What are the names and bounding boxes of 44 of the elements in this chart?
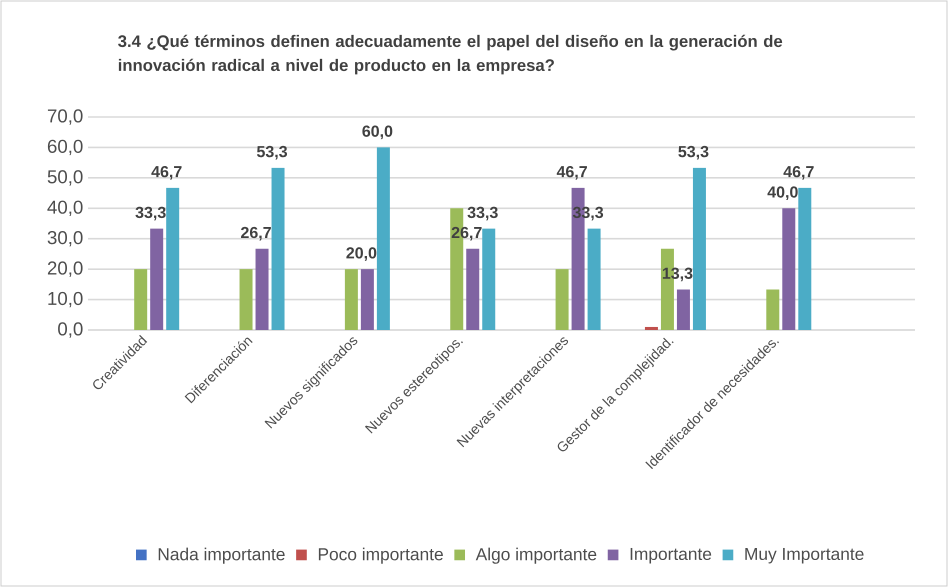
- data-label: 46,7: [783, 166, 814, 180]
- bar: [134, 269, 148, 330]
- data-label: 40,0: [767, 186, 798, 200]
- legend-label: Nada importante: [158, 548, 285, 564]
- legend-label: Poco importante: [318, 548, 443, 564]
- data-label: 46,7: [556, 166, 587, 180]
- chart-title: 3.4 ¿Qué términos definen adecuadamente el papel del diseño en la generación de innovación radical a nivel de producto en la empresa?: [118, 34, 782, 74]
- data-label: 60,0: [362, 126, 392, 140]
- data-label: 33,3: [468, 206, 498, 220]
- data-label: 26,7: [241, 226, 271, 240]
- bar: [766, 290, 780, 330]
- bar: [676, 290, 690, 330]
- legend-label: Algo importante: [476, 548, 596, 564]
- y-tick-label: 0,0: [58, 322, 83, 338]
- bar: [376, 147, 390, 330]
- y-tick-label: 20,0: [48, 261, 83, 277]
- data-label: 53,3: [678, 146, 708, 160]
- y-tick-label: 30,0: [48, 230, 83, 246]
- bar: [344, 269, 358, 330]
- data-label: 53,3: [256, 146, 288, 160]
- legend-label: Importante: [630, 548, 712, 564]
- y-tick-label: 50,0: [48, 170, 83, 186]
- bar: [256, 248, 269, 330]
- bar: [692, 168, 706, 330]
- y-tick-label: 40,0: [47, 200, 83, 216]
- bar: [360, 269, 374, 330]
- data-label: 46,7: [151, 166, 182, 180]
- bar: [782, 208, 796, 330]
- data-label: 33,3: [135, 206, 166, 220]
- bar: [556, 269, 569, 330]
- bar: [166, 188, 180, 330]
- legend-label: Muy Importante: [745, 548, 864, 564]
- bar: [272, 168, 285, 330]
- bar: [644, 326, 658, 330]
- bar: [240, 269, 253, 330]
- data-label: 20,0: [346, 247, 376, 261]
- y-tick-label: 60,0: [48, 140, 83, 156]
- bar: [466, 248, 480, 330]
- bar: [482, 228, 496, 330]
- bar: [798, 188, 812, 330]
- y-tick-label: 10,0: [48, 292, 83, 308]
- bar: [588, 228, 601, 330]
- y-tick-label: 70,0: [48, 109, 83, 125]
- bar: [150, 228, 164, 330]
